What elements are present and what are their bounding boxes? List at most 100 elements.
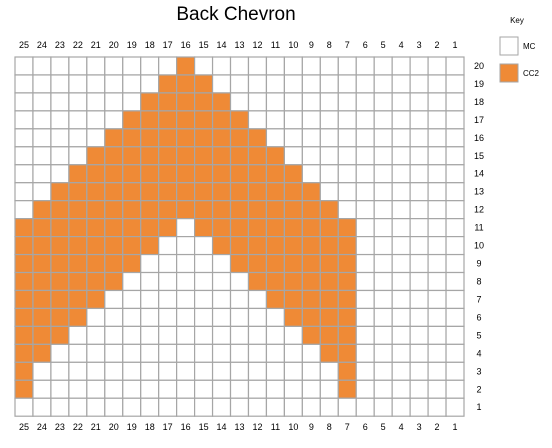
stitch-mc	[445, 361, 465, 381]
stitch-cc2	[86, 289, 106, 310]
stitch-cc2	[229, 236, 250, 256]
stitch-mc	[427, 74, 447, 94]
stitch-cc2	[229, 218, 250, 238]
stitch-cc2	[68, 236, 88, 256]
stitch-cc2	[122, 182, 142, 202]
stitch-mc	[319, 110, 339, 130]
row-label: 11	[474, 223, 483, 233]
stitch-mc	[247, 307, 268, 328]
stitch-cc2	[32, 343, 52, 363]
stitch-cc2	[86, 271, 106, 292]
stitch-cc2	[301, 182, 321, 202]
stitch-mc	[337, 110, 357, 130]
stitch-mc	[445, 253, 465, 274]
stitch-mc	[50, 56, 70, 76]
stitch-mc	[104, 325, 124, 345]
stitch-mc	[355, 146, 375, 166]
stitch-mc	[176, 253, 196, 274]
stitch-cc2	[283, 307, 303, 328]
stitch-cc2	[247, 236, 268, 256]
stitch-mc	[391, 271, 411, 292]
stitch-mc	[68, 146, 88, 166]
stitch-cc2	[14, 379, 34, 399]
stitch-cc2	[319, 236, 339, 256]
stitch-cc2	[14, 307, 34, 328]
stitch-mc	[283, 325, 303, 345]
key-heading: Key	[510, 16, 524, 25]
stitch-cc2	[176, 146, 196, 166]
stitch-mc	[445, 110, 465, 130]
column-label-bottom: 2	[435, 422, 440, 432]
column-label-bottom: 21	[91, 422, 101, 432]
stitch-mc	[265, 343, 286, 363]
stitch-cc2	[158, 200, 178, 220]
column-label-top: 19	[127, 40, 137, 50]
stitch-cc2	[247, 128, 268, 148]
stitch-mc	[229, 271, 250, 292]
stitch-mc	[158, 343, 178, 363]
stitch-cc2	[104, 182, 124, 202]
stitch-grid	[14, 56, 465, 417]
stitch-mc	[409, 74, 429, 94]
column-label-bottom: 10	[288, 422, 298, 432]
stitch-mc	[427, 110, 447, 130]
stitch-mc	[373, 325, 393, 345]
stitch-cc2	[68, 200, 88, 220]
stitch-mc	[176, 218, 196, 238]
stitch-mc	[50, 128, 70, 148]
stitch-mc	[409, 218, 429, 238]
stitch-mc	[373, 307, 393, 328]
column-label-top: 7	[345, 40, 350, 50]
stitch-cc2	[14, 253, 34, 274]
row-label: 5	[476, 330, 481, 340]
stitch-mc	[158, 325, 178, 345]
stitch-mc	[140, 325, 160, 345]
stitch-mc	[427, 289, 447, 310]
stitch-mc	[104, 92, 124, 112]
stitch-cc2	[158, 92, 178, 112]
stitch-mc	[409, 397, 429, 417]
stitch-cc2	[86, 236, 106, 256]
stitch-mc	[32, 74, 52, 94]
column-label-bottom: 3	[417, 422, 422, 432]
stitch-mc	[158, 236, 178, 256]
stitch-cc2	[265, 164, 286, 184]
stitch-mc	[337, 56, 357, 76]
stitch-mc	[391, 325, 411, 345]
stitch-mc	[409, 200, 429, 220]
stitch-mc	[337, 397, 357, 417]
stitch-mc	[355, 92, 375, 112]
stitch-cc2	[337, 218, 357, 238]
column-label-top: 20	[109, 40, 119, 50]
stitch-mc	[86, 128, 106, 148]
stitch-cc2	[68, 253, 88, 274]
stitch-cc2	[211, 128, 232, 148]
stitch-cc2	[14, 325, 34, 345]
stitch-mc	[247, 289, 268, 310]
stitch-mc	[104, 307, 124, 328]
stitch-mc	[86, 110, 106, 130]
stitch-mc	[122, 397, 142, 417]
row-label: 2	[476, 384, 481, 394]
stitch-cc2	[176, 74, 196, 94]
stitch-mc	[68, 110, 88, 130]
stitch-mc	[409, 289, 429, 310]
chart-title: Back Chevron	[176, 4, 296, 25]
column-label-top: 17	[163, 40, 173, 50]
stitch-mc	[104, 343, 124, 363]
stitch-mc	[211, 379, 232, 399]
column-label-top: 8	[327, 40, 332, 50]
key-swatch-mc	[499, 36, 519, 56]
stitch-cc2	[104, 200, 124, 220]
stitch-mc	[211, 253, 232, 274]
stitch-mc	[211, 343, 232, 363]
stitch-mc	[373, 397, 393, 417]
stitch-mc	[391, 307, 411, 328]
stitch-mc	[265, 397, 286, 417]
stitch-mc	[158, 289, 178, 310]
stitch-cc2	[229, 164, 250, 184]
stitch-cc2	[158, 218, 178, 238]
column-label-top: 6	[363, 40, 368, 50]
stitch-mc	[32, 146, 52, 166]
stitch-cc2	[229, 110, 250, 130]
